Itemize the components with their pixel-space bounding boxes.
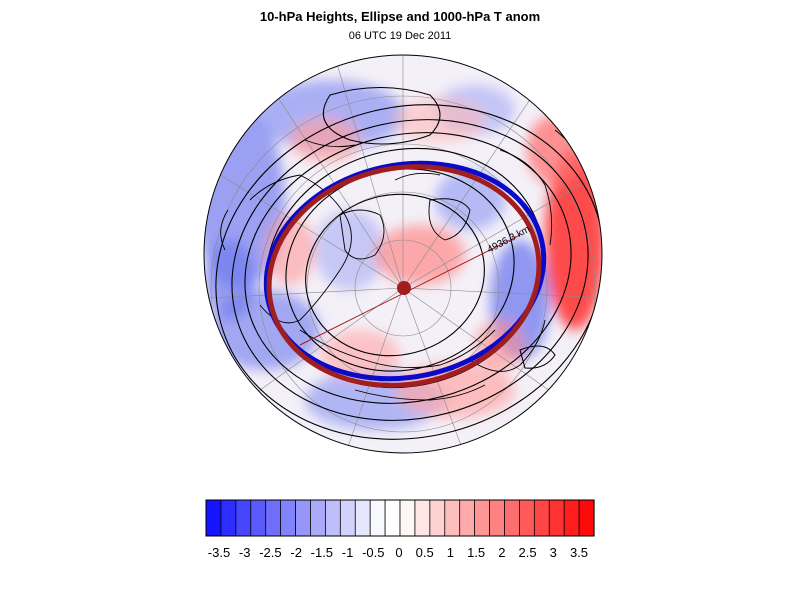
colorbar-bin xyxy=(384,499,401,537)
vortex-center-dot xyxy=(397,281,411,295)
colorbar-bin xyxy=(474,499,491,537)
colorbar-tick-label: 1 xyxy=(447,545,454,560)
colorbar-tick-label: -1 xyxy=(342,545,354,560)
chart-subtitle: 06 UTC 19 Dec 2011 xyxy=(348,30,452,42)
colorbar-bin xyxy=(339,499,356,537)
polar-map: 4936.3 km xyxy=(203,54,603,454)
colorbar-bin xyxy=(354,499,371,537)
colorbar-tick-label: 3 xyxy=(550,545,557,560)
colorbar-bin xyxy=(533,499,550,537)
colorbar-bin xyxy=(459,499,476,537)
colorbar-frame xyxy=(205,499,595,537)
red-ellipse xyxy=(266,164,542,388)
colorbar-bin xyxy=(295,499,312,537)
colorbar-tick-label: -3.5 xyxy=(208,545,230,560)
colorbar-tick-label: 2.5 xyxy=(519,545,537,560)
colorbar-bin xyxy=(578,499,595,537)
colorbar-bin xyxy=(548,499,565,537)
colorbar-tick-label: -3 xyxy=(239,545,251,560)
colorbar-tick-label: 0 xyxy=(395,545,402,560)
colorbar-tick-label: 3.5 xyxy=(570,545,588,560)
colorbar-bin xyxy=(310,499,326,537)
colorbar-tick-label: 1.5 xyxy=(467,545,485,560)
chart-title: 10-hPa Heights, Ellipse and 1000-hPa T a… xyxy=(259,9,541,24)
colorbar-bin xyxy=(429,499,446,537)
colorbar-bin xyxy=(250,499,267,537)
colorbar-bin xyxy=(399,499,416,537)
colorbar-tick-label: -2 xyxy=(290,545,302,560)
colorbar-bin xyxy=(369,499,386,537)
colorbar-bin xyxy=(489,499,506,537)
colorbar-bin xyxy=(563,499,580,537)
colorbar-tick-label: -2.5 xyxy=(259,545,281,560)
colorbar-bin xyxy=(235,499,252,537)
colorbar-tick-label: -1.5 xyxy=(311,545,333,560)
colorbar-tick-label: 2 xyxy=(498,545,505,560)
colorbar-bin xyxy=(205,499,222,537)
colorbar-tick-labels: -3.5 -3 -2.5 -2 -1.5 -1 -0.5 0 0.5 1 1.5 2 2.5 3 3.5 xyxy=(208,545,588,560)
colorbar-bin xyxy=(280,499,297,537)
colorbar-tick-label: 0.5 xyxy=(416,545,434,560)
colorbar-tick-label: -0.5 xyxy=(362,545,384,560)
colorbar-bin xyxy=(324,499,341,537)
colorbar-bins xyxy=(205,499,595,537)
colorbar-bin xyxy=(504,499,520,537)
colorbar-bin xyxy=(265,499,282,537)
colorbar-bin xyxy=(414,499,431,537)
colorbar-bin xyxy=(444,499,461,537)
globe-outline xyxy=(203,54,603,454)
colorbar-bin xyxy=(220,499,237,537)
colorbar-bin xyxy=(518,499,535,537)
